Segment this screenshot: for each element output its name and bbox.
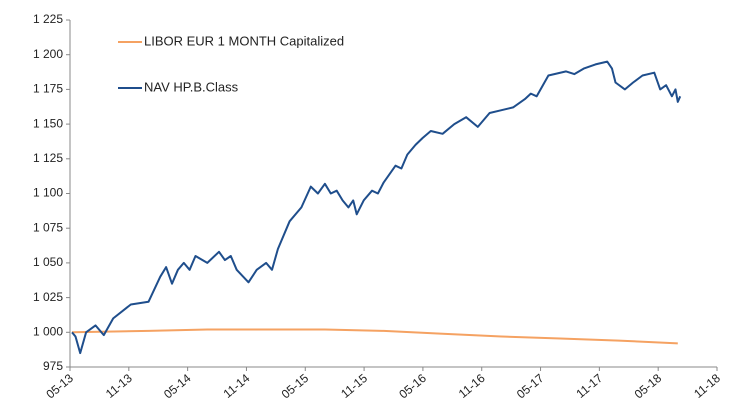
x-tick-label: 11-18 <box>691 371 723 401</box>
series-line <box>71 328 678 345</box>
x-tick-label: 05-14 <box>161 371 194 402</box>
y-tick-label: 1 125 <box>33 151 63 165</box>
y-tick-label: 1 175 <box>33 82 63 96</box>
y-tick-label: 1 000 <box>33 324 63 338</box>
y-tick-label: 1 025 <box>33 290 63 304</box>
y-tick-label: 1 050 <box>33 255 63 269</box>
x-tick-label: 05-18 <box>632 371 665 402</box>
x-tick-label: 05-17 <box>514 371 547 402</box>
y-tick-label: 1 100 <box>33 186 63 200</box>
y-tick-label: 1 150 <box>33 116 63 130</box>
y-tick-label: 1 200 <box>33 47 63 61</box>
legend-label: LIBOR EUR 1 MONTH Capitalized <box>144 33 344 48</box>
x-tick-label: 05-13 <box>43 371 76 402</box>
y-tick-label: 1 225 <box>33 12 63 26</box>
x-tick-label: 11-15 <box>338 371 370 401</box>
x-tick-label: 05-16 <box>396 371 429 402</box>
y-tick-label: 975 <box>43 359 63 373</box>
series-line <box>71 60 682 355</box>
x-tick-label: 11-14 <box>221 371 253 401</box>
x-tick-label: 11-13 <box>103 371 135 401</box>
legend-label: NAV HP.B.Class <box>144 79 239 94</box>
y-tick-label: 1 075 <box>33 220 63 234</box>
x-tick-label: 05-15 <box>279 371 312 402</box>
x-tick-label: 11-17 <box>573 371 605 401</box>
x-tick-label: 11-16 <box>456 371 488 401</box>
